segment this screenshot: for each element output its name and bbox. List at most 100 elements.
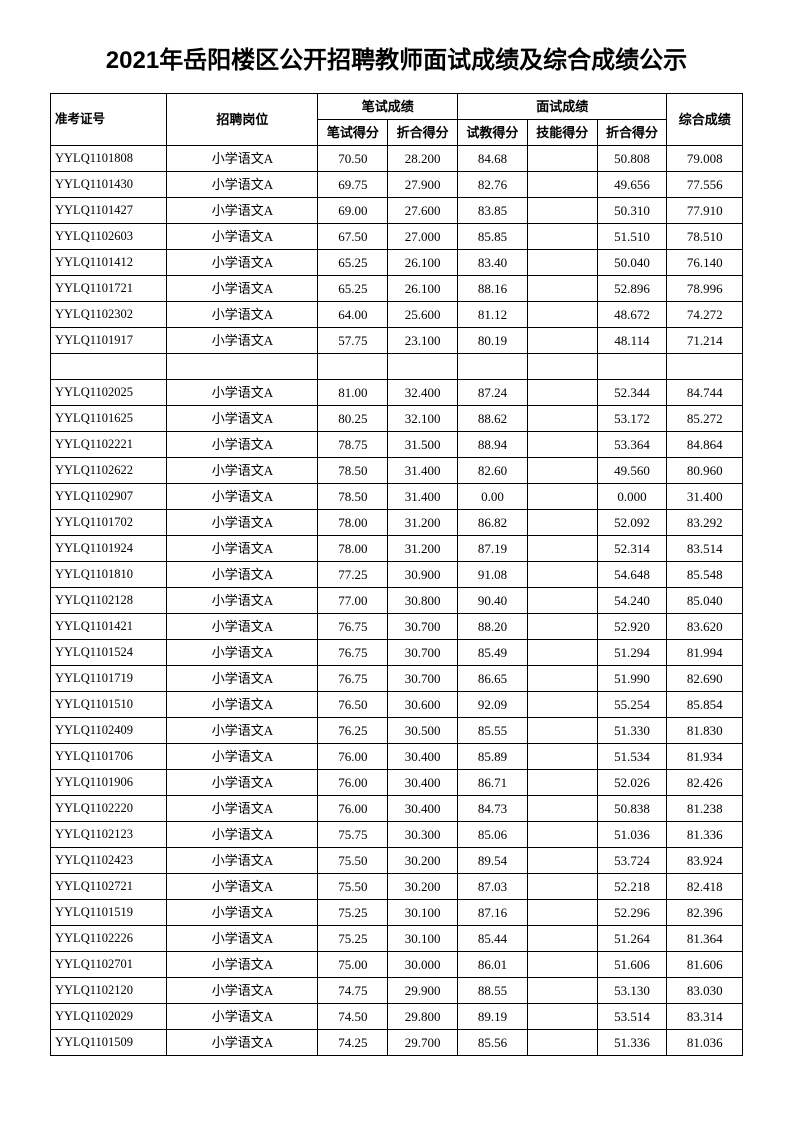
cell-written-score: 77.00 [318, 588, 388, 614]
cell-id: YYLQ1102603 [51, 224, 167, 250]
table-body: YYLQ1101808小学语文A70.5028.20084.6850.80879… [51, 146, 743, 1056]
cell-written-conv: 30.700 [388, 614, 458, 640]
cell-id: YYLQ1101917 [51, 328, 167, 354]
cell-teach-score: 82.60 [458, 458, 528, 484]
table-row: YYLQ1102622小学语文A78.5031.40082.6049.56080… [51, 458, 743, 484]
cell-teach-score: 86.01 [458, 952, 528, 978]
cell-id: YYLQ1102120 [51, 978, 167, 1004]
cell-final: 81.336 [667, 822, 743, 848]
cell-written-score: 74.75 [318, 978, 388, 1004]
cell-position: 小学语文A [167, 588, 318, 614]
cell-interview-conv: 52.344 [597, 380, 667, 406]
cell-written-conv: 31.400 [388, 458, 458, 484]
table-row: YYLQ1101721小学语文A65.2526.10088.1652.89678… [51, 276, 743, 302]
cell-final: 81.606 [667, 952, 743, 978]
cell-written-conv: 26.100 [388, 276, 458, 302]
cell-skill-score [527, 588, 597, 614]
cell-written-conv: 30.400 [388, 770, 458, 796]
table-row: YYLQ1102226小学语文A75.2530.10085.4451.26481… [51, 926, 743, 952]
cell-skill-score [527, 302, 597, 328]
cell-position: 小学语文A [167, 926, 318, 952]
cell-teach-score: 89.54 [458, 848, 528, 874]
cell-id: YYLQ1101906 [51, 770, 167, 796]
cell-position: 小学语文A [167, 276, 318, 302]
cell-skill-score [527, 744, 597, 770]
table-row: YYLQ1102721小学语文A75.5030.20087.0352.21882… [51, 874, 743, 900]
cell-written-conv: 31.200 [388, 536, 458, 562]
table-row: YYLQ1102302小学语文A64.0025.60081.1248.67274… [51, 302, 743, 328]
cell-interview-conv: 53.172 [597, 406, 667, 432]
table-row: YYLQ1101524小学语文A76.7530.70085.4951.29481… [51, 640, 743, 666]
cell-interview-conv: 52.296 [597, 900, 667, 926]
cell-id: YYLQ1101510 [51, 692, 167, 718]
cell-skill-score [527, 822, 597, 848]
cell-written-score: 69.00 [318, 198, 388, 224]
cell-written-conv: 31.400 [388, 484, 458, 510]
cell-teach-score: 0.00 [458, 484, 528, 510]
cell-written-conv: 30.400 [388, 796, 458, 822]
cell-position: 小学语文A [167, 484, 318, 510]
cell-written-conv: 30.900 [388, 562, 458, 588]
table-row: YYLQ1102409小学语文A76.2530.50085.5551.33081… [51, 718, 743, 744]
cell-interview-conv: 50.310 [597, 198, 667, 224]
cell-teach-score: 85.56 [458, 1030, 528, 1056]
cell-final: 83.030 [667, 978, 743, 1004]
cell-interview-conv: 52.092 [597, 510, 667, 536]
cell-final: 85.548 [667, 562, 743, 588]
cell-interview-conv: 53.724 [597, 848, 667, 874]
cell-final: 74.272 [667, 302, 743, 328]
cell-interview-conv: 51.534 [597, 744, 667, 770]
cell-written-score: 67.50 [318, 224, 388, 250]
cell-written-score: 76.75 [318, 614, 388, 640]
cell-written-conv: 25.600 [388, 302, 458, 328]
cell-final: 81.830 [667, 718, 743, 744]
cell-position: 小学语文A [167, 380, 318, 406]
cell-written-score: 74.25 [318, 1030, 388, 1056]
cell-written-conv: 30.000 [388, 952, 458, 978]
cell-final: 85.040 [667, 588, 743, 614]
cell-position: 小学语文A [167, 848, 318, 874]
cell-final: 81.238 [667, 796, 743, 822]
cell-skill-score [527, 198, 597, 224]
cell-final: 31.400 [667, 484, 743, 510]
cell-teach-score: 90.40 [458, 588, 528, 614]
cell-written-conv: 23.100 [388, 328, 458, 354]
cell-position: 小学语文A [167, 796, 318, 822]
header-skill-score: 技能得分 [527, 120, 597, 146]
cell-final: 81.994 [667, 640, 743, 666]
cell-written-score: 74.50 [318, 1004, 388, 1030]
cell-teach-score: 92.09 [458, 692, 528, 718]
cell-teach-score: 87.16 [458, 900, 528, 926]
header-written-score: 笔试得分 [318, 120, 388, 146]
cell-written-score: 75.25 [318, 900, 388, 926]
cell-teach-score: 85.89 [458, 744, 528, 770]
cell-final: 77.556 [667, 172, 743, 198]
cell-teach-score: 82.76 [458, 172, 528, 198]
cell-interview-conv: 51.336 [597, 1030, 667, 1056]
header-written-group: 笔试成绩 [318, 94, 458, 120]
cell-teach-score: 83.85 [458, 198, 528, 224]
cell-written-conv: 31.200 [388, 510, 458, 536]
cell-id: YYLQ1102423 [51, 848, 167, 874]
cell-skill-score [527, 666, 597, 692]
cell-written-score: 65.25 [318, 250, 388, 276]
cell-interview-conv: 49.656 [597, 172, 667, 198]
page-title: 2021年岳阳楼区公开招聘教师面试成绩及综合成绩公示 [50, 40, 743, 75]
cell-written-score: 75.00 [318, 952, 388, 978]
cell-teach-score: 91.08 [458, 562, 528, 588]
cell-teach-score: 88.94 [458, 432, 528, 458]
cell-written-score: 76.00 [318, 744, 388, 770]
cell-interview-conv: 50.838 [597, 796, 667, 822]
cell-id: YYLQ1101430 [51, 172, 167, 198]
header-interview-group: 面试成绩 [458, 94, 667, 120]
empty-cell [318, 354, 388, 380]
cell-written-conv: 27.000 [388, 224, 458, 250]
cell-skill-score [527, 458, 597, 484]
cell-final: 78.510 [667, 224, 743, 250]
cell-teach-score: 86.82 [458, 510, 528, 536]
cell-final: 76.140 [667, 250, 743, 276]
cell-interview-conv: 49.560 [597, 458, 667, 484]
cell-skill-score [527, 484, 597, 510]
cell-position: 小学语文A [167, 328, 318, 354]
cell-position: 小学语文A [167, 1004, 318, 1030]
